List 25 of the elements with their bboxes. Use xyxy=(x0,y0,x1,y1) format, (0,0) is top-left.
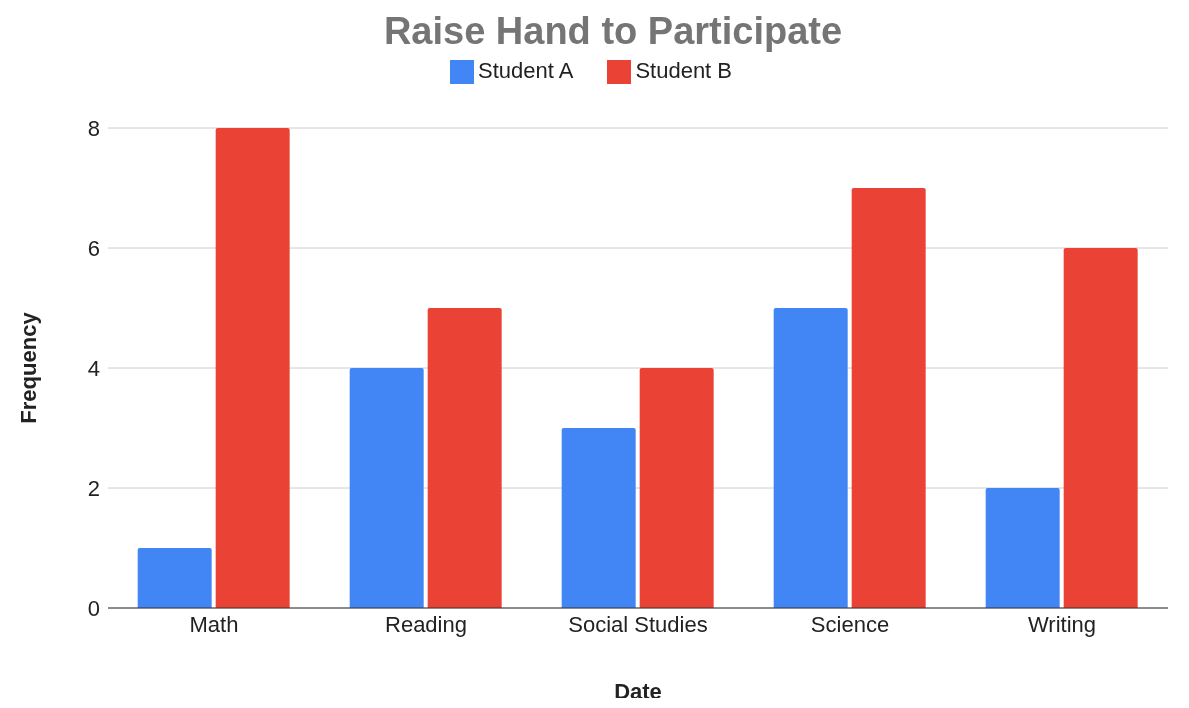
bar xyxy=(215,128,290,608)
y-tick-label: 6 xyxy=(87,235,100,261)
x-tick-label: Science xyxy=(810,611,890,637)
y-tick-label: 4 xyxy=(87,355,100,381)
x-tick-label: Writing xyxy=(1027,611,1097,637)
bar xyxy=(561,428,636,608)
bar xyxy=(773,308,848,608)
x-tick-label: Social Studies xyxy=(568,611,708,637)
legend-label: Student A xyxy=(477,58,574,83)
chart-title: Raise Hand to Participate xyxy=(382,9,844,54)
bar xyxy=(427,308,502,608)
bar xyxy=(639,368,714,608)
bar xyxy=(349,368,424,608)
bar xyxy=(985,488,1060,608)
x-tick-label: Math xyxy=(189,611,239,637)
y-tick-label: 2 xyxy=(87,475,100,501)
x-axis-title: Date xyxy=(614,678,662,704)
y-tick-label: 0 xyxy=(87,595,100,621)
bar xyxy=(1063,248,1138,608)
y-tick-label: 8 xyxy=(87,115,100,141)
x-tick-label: Reading xyxy=(385,611,467,637)
bar xyxy=(851,188,926,608)
bar xyxy=(137,548,212,608)
y-axis-title: Frequency xyxy=(15,311,41,424)
legend-label: Student B xyxy=(635,58,733,83)
